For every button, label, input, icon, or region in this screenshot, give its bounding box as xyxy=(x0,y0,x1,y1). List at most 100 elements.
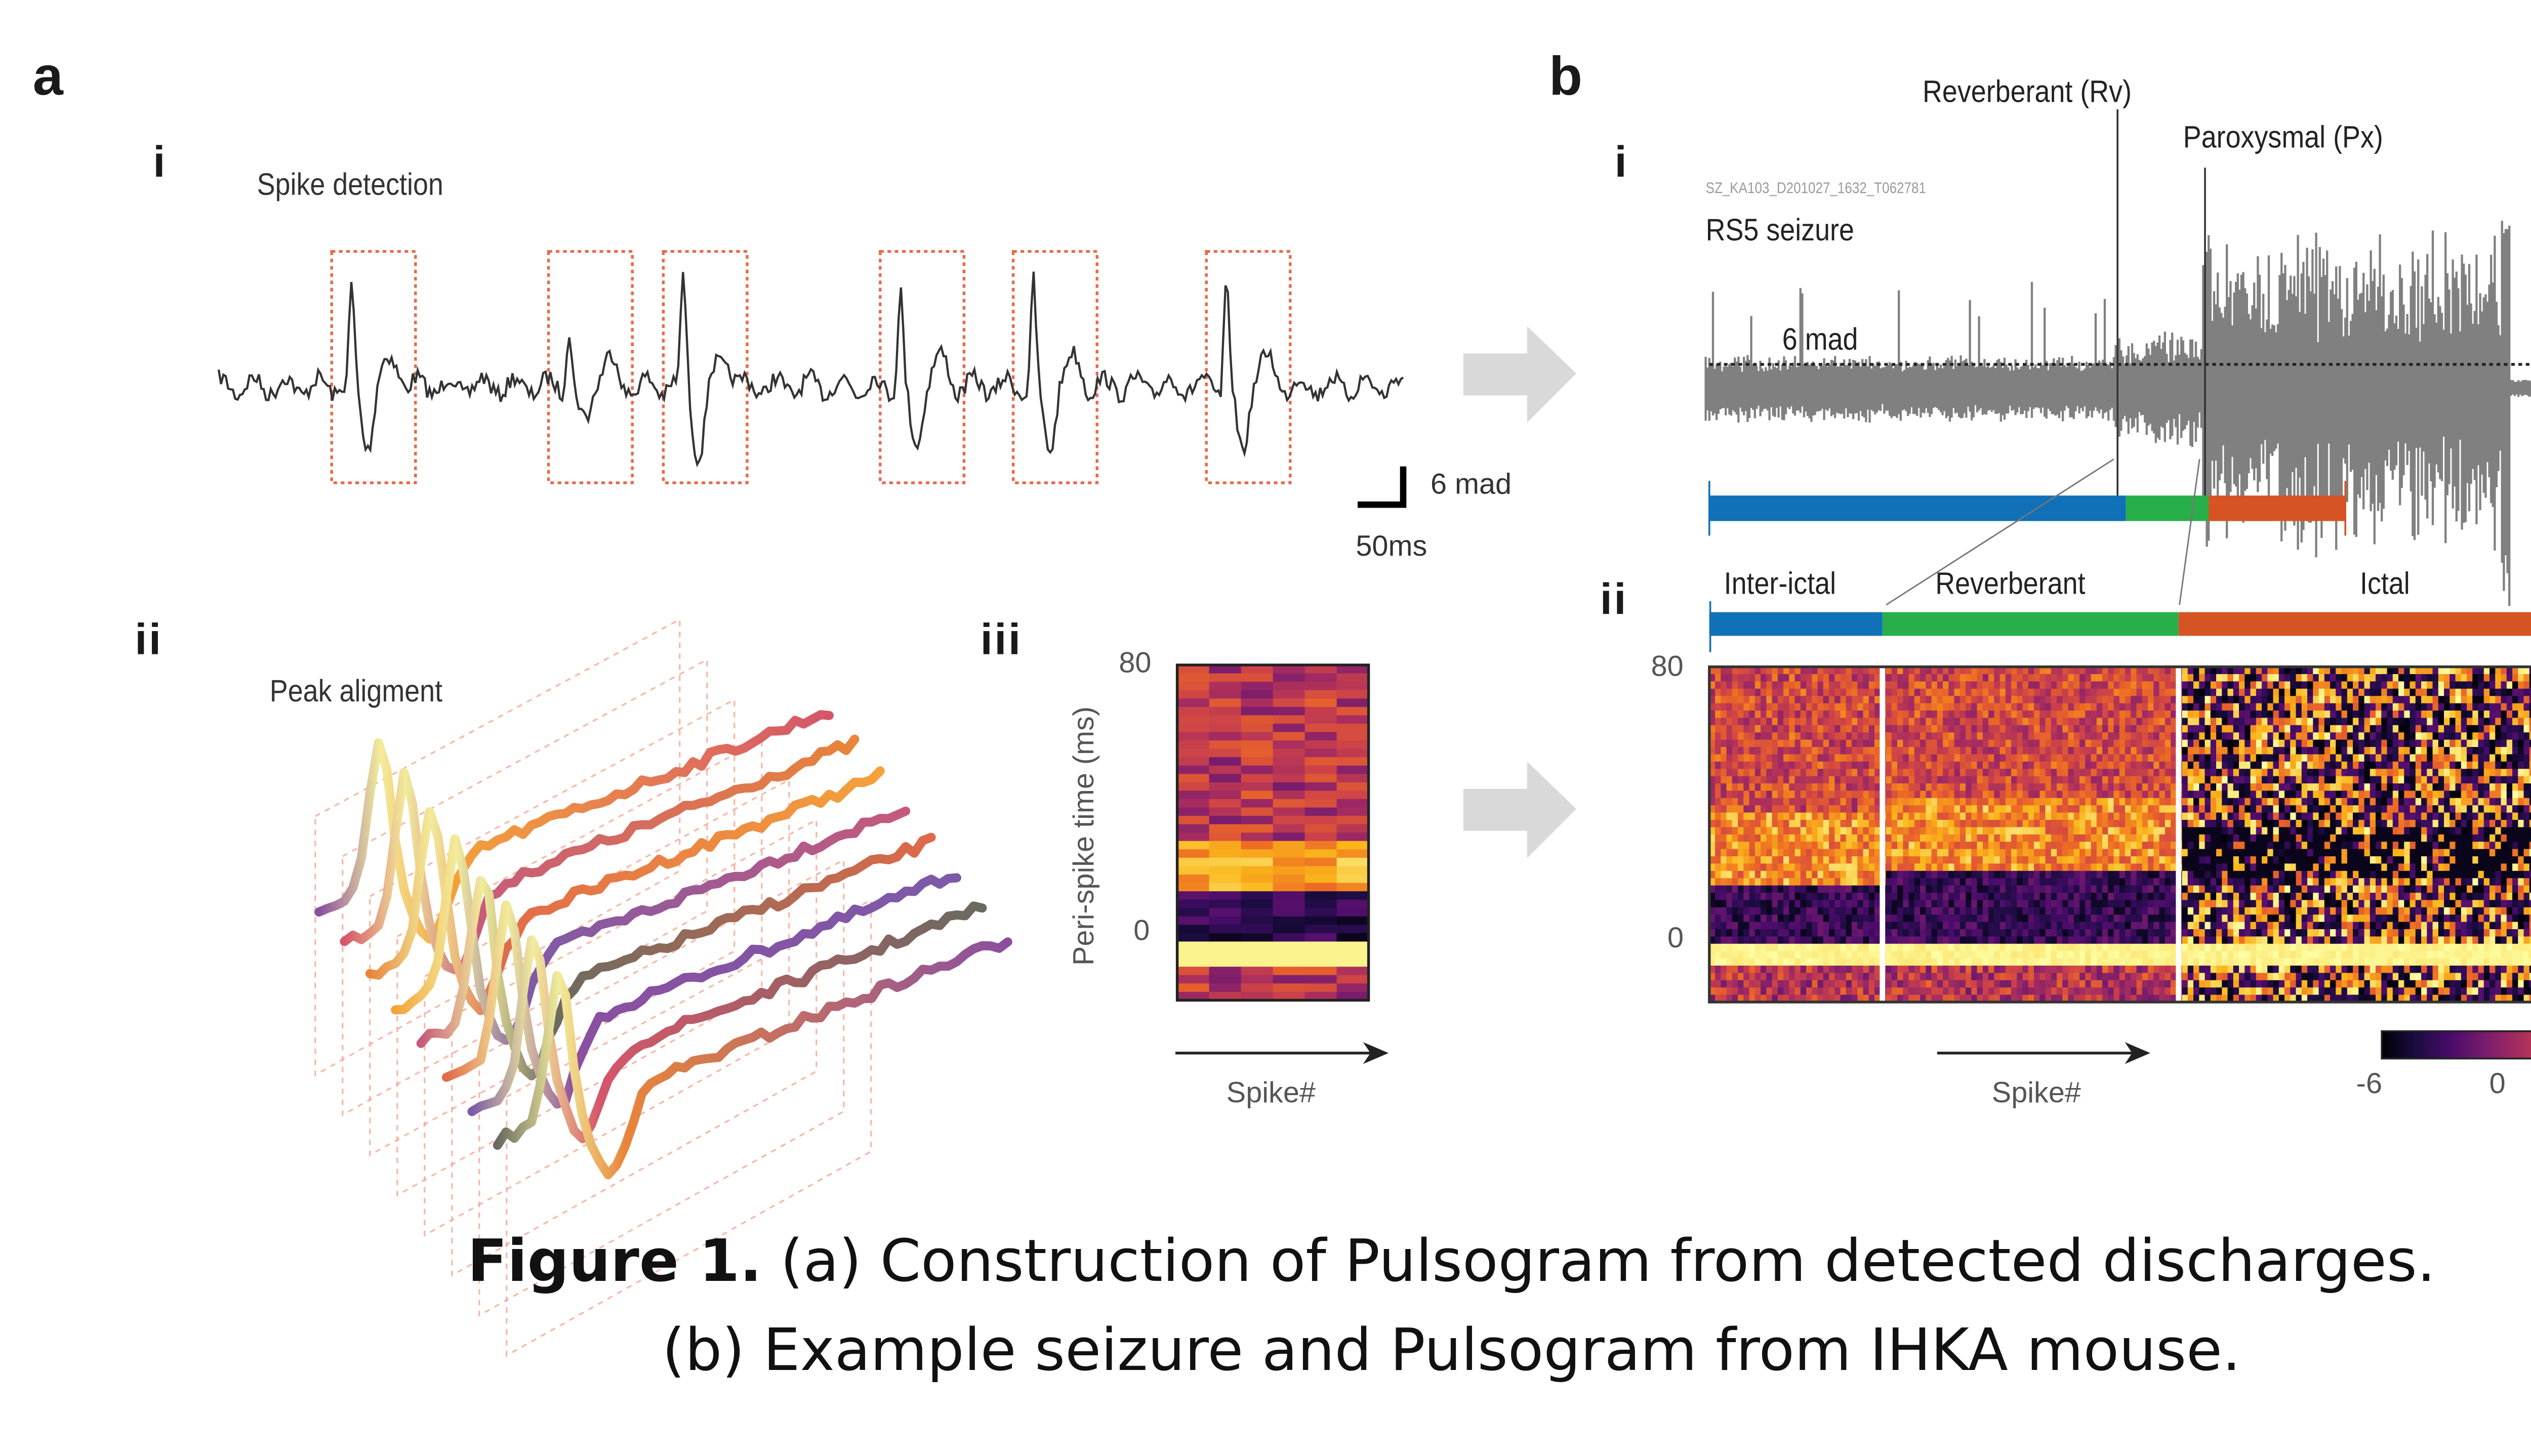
heatmap-cell xyxy=(1846,885,1853,894)
heatmap-cell xyxy=(1754,973,1762,981)
heatmap-cell xyxy=(1834,922,1841,930)
heatmap-cell xyxy=(1829,863,1835,872)
heatmap-cell xyxy=(1715,929,1722,937)
heatmap-cell xyxy=(1766,849,1773,857)
heatmap-cell xyxy=(1823,914,1830,923)
recording-id: SZ_KA103_D201027_1632_T062781 xyxy=(1705,178,1926,197)
heatmap-cell xyxy=(1336,791,1370,800)
aligned-spike-trace xyxy=(467,901,987,1143)
heatmap-cell xyxy=(1800,747,1807,755)
heatmap-cell xyxy=(1834,936,1841,945)
heatmap-cell xyxy=(1721,703,1727,712)
heatmap-cell xyxy=(1852,798,1858,806)
heatmap-cell xyxy=(1304,958,1338,968)
heatmap-cell xyxy=(1868,703,1875,712)
heatmap-cell xyxy=(1789,936,1795,945)
heatmap-cell xyxy=(1789,907,1795,916)
heatmap-cell xyxy=(1209,975,1242,985)
heatmap-cell xyxy=(1857,805,1864,814)
heatmap-cell xyxy=(1829,703,1835,712)
heatmap-cell xyxy=(1863,980,1870,988)
heatmap-cell xyxy=(1766,958,1773,967)
heatmap-cell xyxy=(1715,674,1722,682)
zoom-connector xyxy=(2179,459,2200,605)
heatmap-cell xyxy=(1732,732,1739,741)
heatmap-cell xyxy=(1709,907,1716,916)
heatmap-cell xyxy=(1794,914,1802,923)
heatmap-cell xyxy=(1806,739,1813,748)
heatmap-cell xyxy=(1715,893,1722,901)
heatmap-cell xyxy=(1812,688,1818,697)
heatmap-cell xyxy=(1766,987,1773,996)
heatmap-cell xyxy=(1800,696,1807,704)
heatmap-cell xyxy=(1840,893,1847,901)
heatmap-cell xyxy=(1732,842,1739,850)
heatmap-cell xyxy=(1241,916,1274,926)
heatmap-cell xyxy=(1177,774,1210,783)
heatmap-cell xyxy=(1777,703,1784,712)
heatmap-cell xyxy=(1743,711,1750,719)
heatmap-cell xyxy=(1732,849,1739,857)
heatmap-cell xyxy=(1721,958,1727,967)
heatmap-cell xyxy=(1336,983,1370,993)
heatmap-cell xyxy=(1273,765,1306,775)
heatmap-cell xyxy=(1794,951,1802,960)
heatmap-cell xyxy=(1754,820,1762,828)
heatmap-cell xyxy=(1336,774,1370,783)
heatmap-cell xyxy=(1829,878,1835,887)
heatmap-cell xyxy=(1726,725,1733,733)
heatmap-cell xyxy=(1783,936,1790,945)
heatmap-cell xyxy=(1857,820,1864,828)
heatmap-cell xyxy=(1749,812,1756,821)
heatmap-cell xyxy=(1761,943,1767,952)
heatmap-cell xyxy=(1857,812,1864,821)
heatmap-cell xyxy=(1273,975,1306,985)
heatmap-cell xyxy=(1852,973,1858,981)
heatmap-cell xyxy=(1209,908,1242,918)
heatmap-cell xyxy=(1834,703,1841,712)
heatmap-cell xyxy=(1273,958,1306,968)
heatmap-cell xyxy=(1743,681,1750,690)
heatmap-cell xyxy=(1177,983,1210,993)
heatmap-cell xyxy=(1777,725,1784,733)
heatmap-cell xyxy=(1336,916,1370,926)
heatmap-cell xyxy=(1715,703,1722,712)
heatmap-cell xyxy=(1304,774,1338,783)
heatmap-cell xyxy=(1709,885,1716,894)
heatmap-cell xyxy=(1852,951,1858,960)
heatmap-cell xyxy=(1789,718,1795,726)
heatmap-cell xyxy=(1852,754,1858,763)
heatmap-cell xyxy=(1823,812,1830,821)
heatmap-cell xyxy=(1738,929,1744,937)
heatmap-cell xyxy=(1732,754,1739,763)
heatmap-cell xyxy=(1709,863,1716,872)
heatmap-cell xyxy=(1789,791,1795,799)
heatmap-cell xyxy=(1852,812,1858,821)
heatmap-cell xyxy=(1857,849,1864,857)
heatmap-cell xyxy=(1749,958,1756,967)
heatmap-cell xyxy=(1834,820,1841,828)
heatmap-cell xyxy=(1863,863,1870,872)
heatmap-cell xyxy=(1863,805,1870,814)
heatmap-cell xyxy=(1749,951,1756,960)
heatmap-cell xyxy=(1761,820,1767,828)
heatmap-cell xyxy=(1709,980,1716,988)
heatmap-cell xyxy=(1783,856,1790,864)
heatmap-cell xyxy=(1806,688,1813,697)
heatmap-cell xyxy=(1304,967,1338,976)
heatmap-cell xyxy=(1772,893,1779,901)
heatmap-cell xyxy=(1829,718,1835,726)
heatmap-cell xyxy=(1846,696,1853,704)
heatmap-cell xyxy=(1766,812,1773,821)
heatmap-cell xyxy=(1817,667,1824,675)
heatmap-cell xyxy=(1761,696,1767,704)
heatmap-cell xyxy=(1806,893,1813,901)
heatmap-cell xyxy=(1829,674,1835,682)
heatmap-cell xyxy=(1789,725,1795,733)
heatmap-cell xyxy=(1852,849,1858,857)
heatmap-cell xyxy=(1304,706,1338,717)
heatmap-cell xyxy=(1749,667,1756,675)
heatmap-cell xyxy=(1177,824,1210,834)
heatmap-cell xyxy=(1709,958,1716,967)
heatmap-cell xyxy=(1800,914,1807,923)
